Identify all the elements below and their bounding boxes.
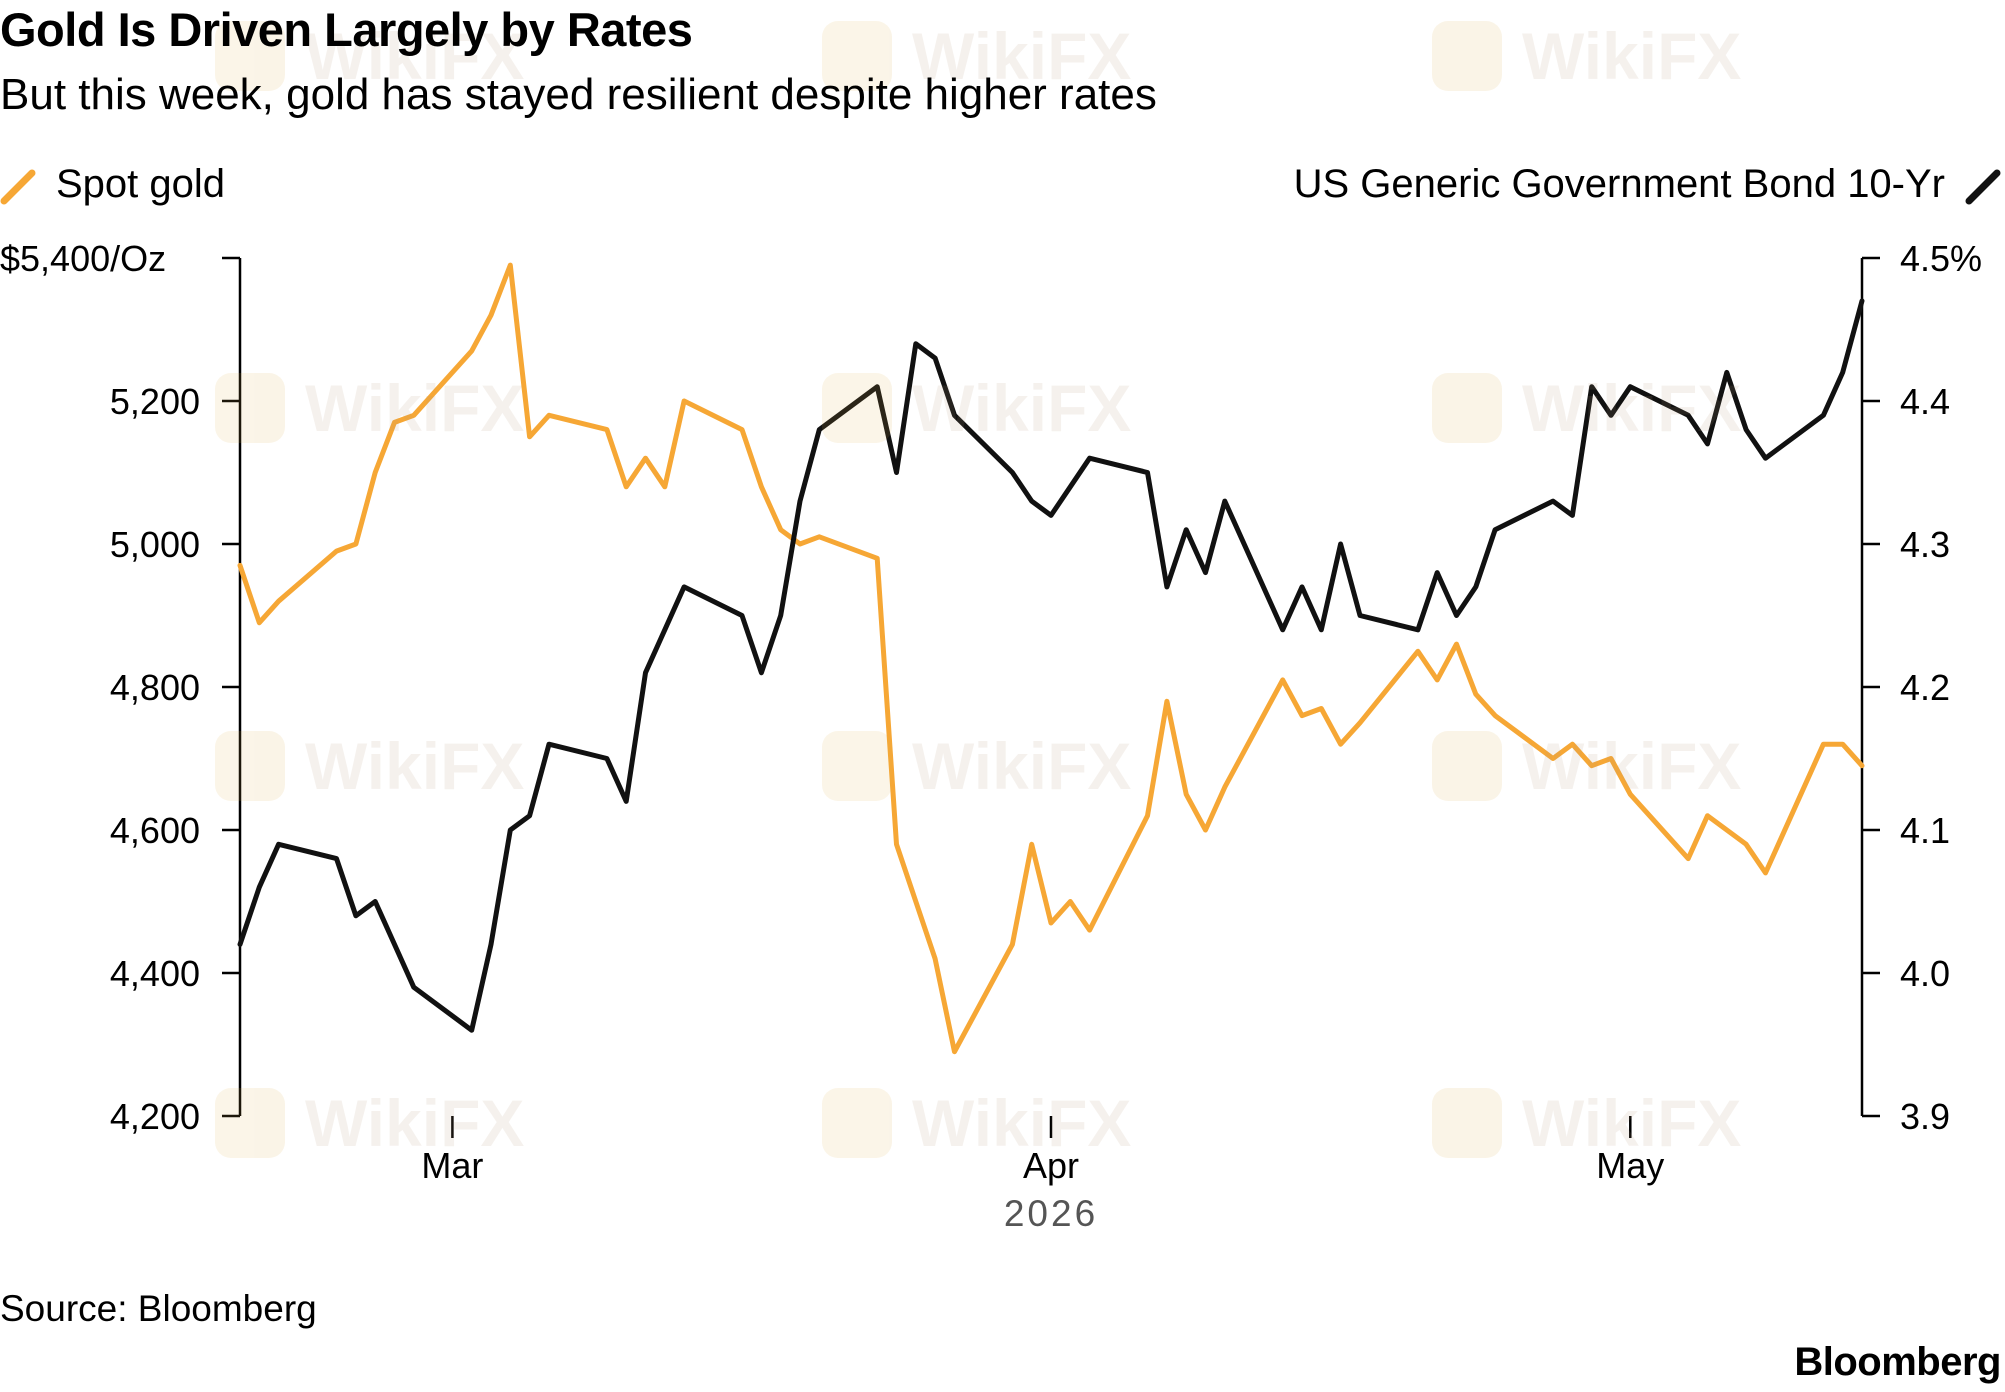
watermark: WikiFX (822, 18, 1131, 94)
chart-title: Gold Is Driven Largely by Rates (0, 3, 693, 56)
watermark: WikiFX (1432, 1085, 1741, 1161)
watermark-logo-icon (215, 731, 285, 801)
watermark: WikiFX (822, 728, 1131, 804)
right-tick-label: 4.0 (1900, 953, 1950, 994)
watermark-text: WikiFX (912, 371, 1132, 445)
watermark-text: WikiFX (305, 371, 525, 445)
watermark-text: WikiFX (305, 729, 525, 803)
left-tick-label: 4,200 (110, 1096, 200, 1137)
chart-subtitle: But this week, gold has stayed resilient… (0, 70, 1157, 119)
legend-item-us-10yr: US Generic Government Bond 10-Yr (1294, 162, 2005, 207)
watermark: WikiFX (215, 728, 524, 804)
right-tick-label: 4.4 (1900, 381, 1950, 422)
watermark-text: WikiFX (912, 1086, 1132, 1160)
watermark-logo-icon (1432, 21, 1502, 91)
watermark-text: WikiFX (1522, 1086, 1742, 1160)
watermark-text: WikiFX (1522, 19, 1742, 93)
watermark-text: WikiFX (1522, 371, 1742, 445)
watermark-logo-icon (215, 21, 285, 91)
series-line-us-10yr (237, 298, 1865, 1033)
watermark: WikiFX (1432, 728, 1741, 804)
watermark-logo-icon (1432, 731, 1502, 801)
watermark-logo-icon (215, 373, 285, 443)
brand-logo: Bloomberg (1794, 1340, 2001, 1384)
watermark: WikiFX (215, 370, 524, 446)
legend-swatch-bond (1965, 169, 2001, 204)
legend-swatch-gold (0, 169, 36, 204)
watermark-logo-icon (822, 731, 892, 801)
legend-label-bond: US Generic Government Bond 10-Yr (1293, 162, 1945, 206)
watermark: WikiFX (215, 1085, 524, 1161)
watermark-text: WikiFX (305, 19, 525, 93)
right-tick-label: 3.9 (1900, 1096, 1950, 1137)
watermark-logo-icon (822, 1088, 892, 1158)
x-tick-label: Apr (1023, 1145, 1079, 1186)
x-axis-year-label: 2026 (1004, 1193, 1098, 1234)
x-tick-label: May (1596, 1145, 1664, 1186)
left-tick-label: 4,800 (110, 667, 200, 708)
legend-item-spot-gold: Spot gold (0, 162, 225, 207)
right-tick-label: 4.3 (1900, 524, 1950, 565)
watermark-logo-icon (215, 1088, 285, 1158)
left-axis-unit-label: $5,400/Oz (0, 238, 166, 279)
series-line-spot-gold (237, 262, 1865, 1055)
source-note: Source: Bloomberg (0, 1288, 317, 1329)
right-tick-label: 4.2 (1900, 667, 1950, 708)
x-tick-label: Mar (421, 1145, 483, 1186)
watermark-text: WikiFX (912, 19, 1132, 93)
watermark: WikiFX (1432, 370, 1741, 446)
watermark: WikiFX (822, 1085, 1131, 1161)
right-tick-label: 4.1 (1900, 810, 1950, 851)
right-tick-label: 4.5% (1900, 238, 1982, 279)
left-tick-label: 4,400 (110, 953, 200, 994)
watermark: WikiFX (215, 18, 524, 94)
left-tick-label: 5,200 (110, 381, 200, 422)
watermark-logo-icon (1432, 373, 1502, 443)
watermark: WikiFX (822, 370, 1131, 446)
left-tick-label: 4,600 (110, 810, 200, 851)
watermark-logo-icon (1432, 1088, 1502, 1158)
legend-label-gold: Spot gold (56, 162, 226, 206)
watermark-text: WikiFX (912, 729, 1132, 803)
watermark: WikiFX (1432, 18, 1741, 94)
chart-axes (222, 256, 1880, 1138)
chart-labels: $5,400/Oz 5,200 5,000 4,800 4,600 4,400 4,200 4… (0, 238, 1982, 1234)
watermark-logo-icon (822, 21, 892, 91)
watermark-text: WikiFX (305, 1086, 525, 1160)
chart-lines (237, 262, 1865, 1055)
left-tick-label: 5,000 (110, 524, 200, 565)
watermark-logo-icon (822, 373, 892, 443)
watermark-text: WikiFX (1522, 729, 1742, 803)
